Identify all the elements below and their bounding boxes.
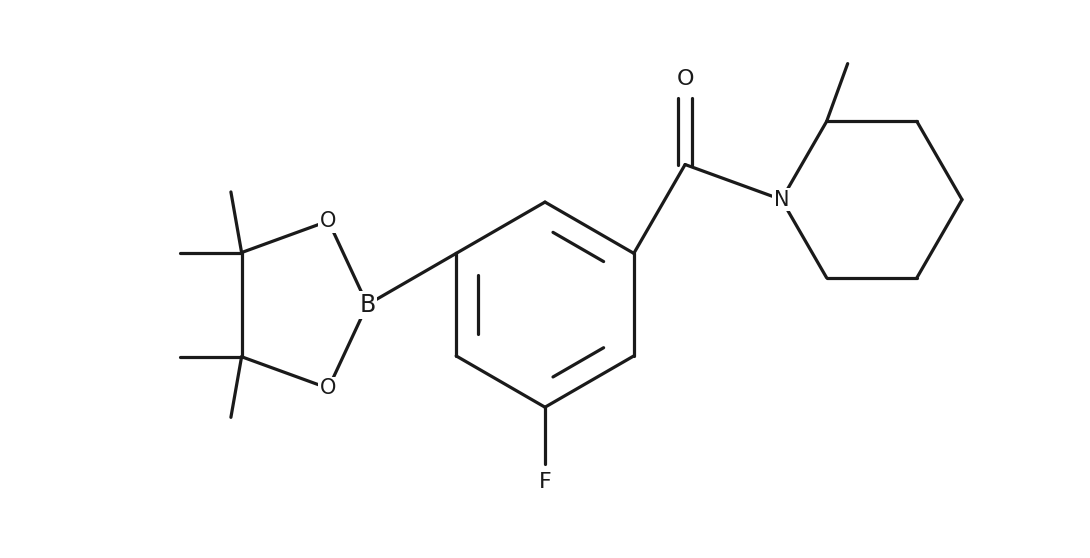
Text: N: N <box>774 190 789 210</box>
Text: B: B <box>360 292 375 316</box>
Text: O: O <box>677 69 694 89</box>
Text: O: O <box>320 211 337 231</box>
Text: O: O <box>320 378 337 398</box>
Text: B: B <box>360 292 375 316</box>
Text: F: F <box>538 472 552 492</box>
Text: O: O <box>320 378 337 398</box>
Text: O: O <box>677 69 694 89</box>
Text: O: O <box>320 211 337 231</box>
Text: N: N <box>774 190 789 210</box>
Text: F: F <box>538 472 552 492</box>
